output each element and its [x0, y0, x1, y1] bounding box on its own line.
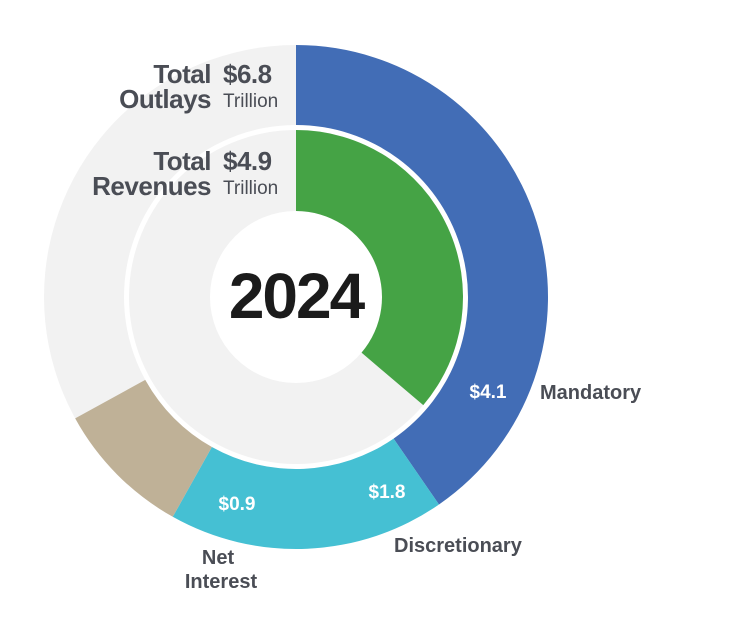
mandatory-segment: [296, 45, 549, 505]
net-interest-label-line1: Net: [202, 547, 235, 569]
center-hole: [210, 211, 382, 383]
revenues-total-unit: Trillion: [223, 178, 278, 199]
net-interest-label-line2: Interest: [185, 571, 258, 593]
revenues-segment: [296, 130, 464, 406]
outlays-total-amount: $6.8: [223, 59, 272, 89]
mandatory-value-label: $4.1: [470, 382, 507, 403]
chart-year-title: 2024: [229, 260, 366, 332]
revenues-heading-line2: Revenues: [92, 171, 211, 201]
net-interest-segment: [75, 379, 212, 517]
discretionary-category-label: Discretionary: [394, 535, 523, 557]
outlays-heading-line2: Outlays: [119, 84, 211, 114]
outlays-total-unit: Trillion: [223, 91, 278, 112]
outlays-heading-line1: Total: [153, 59, 211, 89]
discretionary-segment: [172, 438, 439, 550]
net-interest-value-label: $0.9: [219, 494, 256, 515]
mandatory-category-label: Mandatory: [540, 382, 642, 404]
discretionary-value-label: $1.8: [369, 482, 406, 503]
revenues-heading-line1: Total: [153, 146, 211, 176]
revenues-total-amount: $4.9: [223, 146, 272, 176]
